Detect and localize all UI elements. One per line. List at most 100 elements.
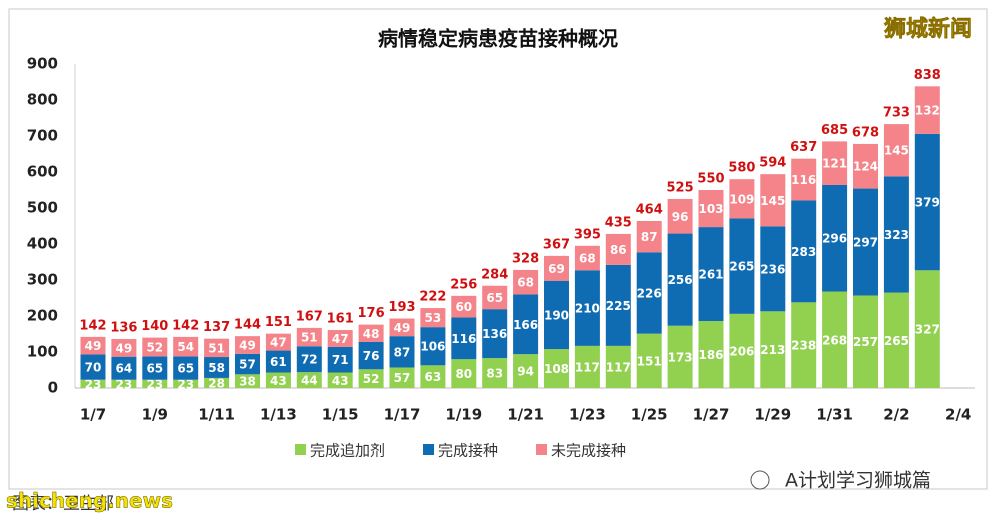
bar-segment	[605, 345, 631, 388]
watermark: A计划学习狮城篇	[785, 470, 931, 492]
segment-label: 44	[301, 374, 318, 388]
bar-segment	[791, 302, 817, 388]
total-label: 580	[728, 161, 755, 176]
wechat-icon	[750, 470, 770, 490]
segment-label: 68	[517, 276, 534, 290]
bar-segment	[853, 295, 878, 388]
segment-label: 236	[760, 262, 785, 276]
bar-segment	[667, 233, 693, 326]
bar-segment	[791, 200, 817, 303]
segment-label: 80	[455, 367, 472, 381]
bar-segment	[451, 359, 477, 388]
segment-label: 106	[420, 340, 445, 354]
bar-segment	[636, 252, 662, 334]
segment-label: 186	[698, 348, 723, 362]
bar-segment	[482, 358, 508, 388]
bar-segment	[698, 190, 724, 228]
bar-segment	[235, 336, 260, 354]
segment-label: 265	[729, 260, 754, 274]
segment-label: 173	[668, 350, 693, 364]
x-tick-label: 1/29	[754, 406, 791, 424]
segment-label: 283	[791, 245, 816, 259]
segment-label: 60	[455, 300, 472, 314]
bar-segment	[729, 218, 755, 314]
y-tick-label: 0	[48, 379, 58, 397]
segment-label: 57	[394, 371, 411, 385]
total-label: 328	[512, 251, 539, 266]
segment-label: 117	[575, 360, 600, 374]
total-label: 284	[481, 267, 508, 282]
segment-label: 58	[208, 361, 225, 375]
total-label: 161	[327, 312, 354, 327]
segment-label: 238	[791, 339, 816, 353]
x-tick-label: 2/2	[883, 406, 909, 424]
segment-label: 76	[363, 349, 380, 363]
bar-segment	[389, 336, 415, 368]
legend-label: 未完成接种	[551, 442, 626, 460]
bar-segment	[605, 264, 631, 346]
total-label: 140	[141, 319, 168, 334]
bar-segment	[111, 379, 137, 388]
segment-label: 87	[394, 345, 411, 359]
x-tick-label: 1/25	[631, 406, 668, 424]
bar-segment	[636, 333, 662, 388]
segment-label: 63	[425, 370, 442, 384]
x-tick-label: 1/27	[693, 406, 730, 424]
source-note: 图表：卫生部	[12, 494, 114, 514]
bar-segment	[822, 184, 848, 292]
bar-segment	[358, 341, 384, 370]
segment-label: 132	[915, 104, 940, 118]
total-label: 222	[419, 290, 446, 305]
segment-label: 136	[482, 327, 507, 341]
chart-title: 病情稳定病患疫苗接种概况	[378, 27, 618, 51]
segment-label: 51	[208, 341, 225, 355]
bar-segment	[544, 280, 569, 350]
segment-label: 296	[822, 232, 847, 246]
bar-segment	[853, 143, 878, 189]
total-label: 151	[265, 315, 292, 330]
total-label: 594	[759, 156, 786, 171]
bar-segment	[544, 349, 569, 388]
segment-label: 109	[729, 192, 754, 206]
bar-segment	[142, 337, 168, 357]
bar-segment	[80, 354, 106, 380]
segment-label: 28	[208, 376, 225, 390]
bar-segment	[667, 325, 693, 388]
segment-label: 96	[672, 210, 689, 224]
segment-label: 265	[884, 334, 909, 348]
y-tick-label: 500	[27, 199, 58, 217]
bar-segment	[698, 227, 724, 322]
bar-segment	[111, 339, 137, 357]
bar-segment	[513, 294, 539, 355]
bar-segment	[204, 357, 230, 378]
bar-segment	[296, 372, 322, 388]
bar-segment	[636, 220, 662, 253]
segment-label: 52	[363, 372, 380, 386]
bar-segment	[482, 285, 508, 310]
bar-segment	[698, 321, 724, 388]
y-tick-label: 900	[27, 55, 58, 73]
segment-label: 71	[332, 353, 349, 367]
segment-label: 151	[637, 354, 662, 368]
total-label: 838	[914, 68, 941, 83]
bar-segment	[389, 367, 415, 388]
segment-label: 70	[85, 361, 102, 375]
bar-segment	[358, 324, 384, 342]
bar-segment	[235, 374, 260, 388]
legend-label: 完成接种	[438, 442, 498, 460]
bar-segment	[296, 327, 322, 347]
bar-segment	[327, 346, 353, 373]
x-tick-label: 1/19	[445, 406, 482, 424]
total-label: 142	[79, 318, 106, 333]
legend-swatch	[295, 444, 306, 455]
segment-label: 94	[517, 365, 534, 379]
bar-segment	[822, 141, 848, 185]
segment-label: 49	[239, 338, 256, 352]
segment-label: 103	[698, 202, 723, 216]
total-label: 256	[450, 277, 477, 292]
total-label: 550	[697, 172, 724, 187]
bar-segment	[914, 270, 940, 388]
segment-label: 327	[915, 323, 940, 337]
segment-label: 65	[486, 291, 503, 305]
